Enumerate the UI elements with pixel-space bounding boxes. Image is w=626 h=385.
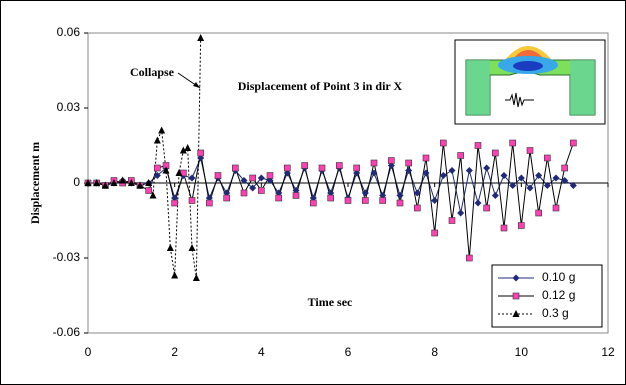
x-tick-label: 8 xyxy=(431,345,438,359)
data-point xyxy=(258,188,264,194)
data-point xyxy=(232,165,238,171)
data-point xyxy=(423,155,429,161)
data-point xyxy=(570,140,576,146)
data-point xyxy=(154,165,160,171)
x-tick-label: 10 xyxy=(515,345,529,359)
data-point xyxy=(544,155,550,161)
data-point xyxy=(527,148,533,154)
legend: 0.10 g 0.12 g 0.3 g xyxy=(492,265,602,327)
annotation: Collapse xyxy=(130,65,175,79)
legend-label: 0.10 g xyxy=(542,270,575,284)
data-point xyxy=(536,210,542,216)
inset-image xyxy=(455,40,605,124)
data-point xyxy=(354,165,360,171)
data-point xyxy=(466,255,472,261)
data-point xyxy=(440,140,446,146)
x-tick-label: 0 xyxy=(85,345,92,359)
data-point xyxy=(380,198,386,204)
legend-label: 0.3 g xyxy=(542,306,569,320)
page: Displacement of Point 3 in dir X Collaps… xyxy=(0,0,626,385)
y-tick-label: -0.06 xyxy=(53,325,81,339)
data-point xyxy=(458,153,464,159)
data-point xyxy=(492,150,498,156)
data-point xyxy=(336,163,342,169)
data-point xyxy=(146,188,152,194)
data-point xyxy=(518,223,524,229)
data-point xyxy=(302,163,308,169)
y-tick-label: 0.06 xyxy=(57,25,81,39)
x-axis-label: Time sec xyxy=(308,295,353,309)
data-point xyxy=(388,158,394,164)
data-point xyxy=(215,173,221,179)
legend-marker xyxy=(513,293,519,299)
data-point xyxy=(198,150,204,156)
data-point xyxy=(310,200,316,206)
data-point xyxy=(345,198,351,204)
data-point xyxy=(449,218,455,224)
y-axis-label: Displacement m xyxy=(28,142,42,224)
data-point xyxy=(319,165,325,171)
data-point xyxy=(484,205,490,211)
data-point xyxy=(406,160,412,166)
x-tick-label: 6 xyxy=(345,345,352,359)
x-tick-label: 4 xyxy=(258,345,265,359)
data-point xyxy=(553,205,559,211)
chart-title: Displacement of Point 3 in dir X xyxy=(238,79,403,93)
data-point xyxy=(432,230,438,236)
data-point xyxy=(501,225,507,231)
data-point xyxy=(224,195,230,201)
legend-label: 0.12 g xyxy=(542,288,575,302)
data-point xyxy=(475,143,481,149)
data-point xyxy=(189,198,195,204)
data-point xyxy=(267,173,273,179)
data-point xyxy=(241,190,247,196)
data-point xyxy=(250,175,256,181)
data-point xyxy=(371,160,377,166)
data-point xyxy=(562,165,568,171)
data-point xyxy=(206,200,212,206)
y-tick-label: 0 xyxy=(73,175,80,189)
data-point xyxy=(276,195,282,201)
data-point xyxy=(510,140,516,146)
data-point xyxy=(414,205,420,211)
data-point xyxy=(172,200,178,206)
chart: Displacement of Point 3 in dir X Collaps… xyxy=(0,0,626,385)
x-tick-label: 2 xyxy=(171,345,178,359)
data-point xyxy=(362,198,368,204)
data-point xyxy=(293,193,299,199)
x-tick-label: 12 xyxy=(601,345,615,359)
y-tick-label: 0.03 xyxy=(57,100,81,114)
data-point xyxy=(397,200,403,206)
y-tick-label: -0.03 xyxy=(53,250,81,264)
data-point xyxy=(284,165,290,171)
data-point xyxy=(328,195,334,201)
